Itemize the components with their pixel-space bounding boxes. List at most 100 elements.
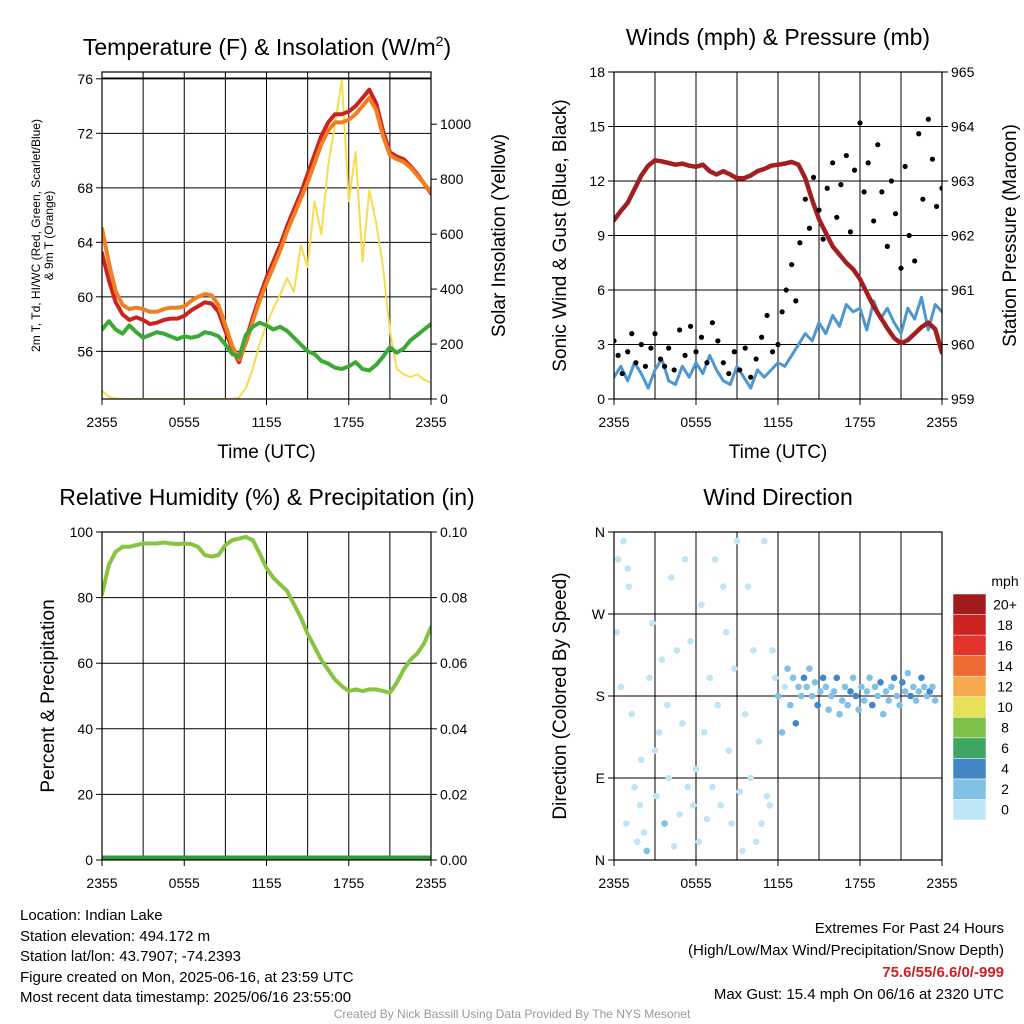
gust-point [614, 338, 617, 344]
gust-point [906, 232, 912, 239]
legend-label: 6 [1001, 740, 1009, 756]
direction-point [931, 697, 939, 704]
gust-point [884, 243, 890, 249]
station-latlon: Station lat/lon: 43.7907; -74.2393 [20, 948, 242, 965]
station-info: Location: Indian Lake Station elevation:… [20, 906, 354, 1009]
chart-title: Temperature (F) & Insolation (W/m2) [83, 33, 451, 60]
direction-point [808, 692, 816, 700]
direction-point [784, 665, 791, 672]
direction-point [628, 710, 636, 718]
gust-point [693, 349, 699, 355]
direction-point [838, 697, 846, 704]
y2-tick-label: 965 [951, 64, 975, 80]
direction-point [687, 638, 694, 645]
direction-point [711, 556, 719, 563]
gust-point [820, 236, 826, 242]
gust-point [802, 196, 808, 202]
direction-point [755, 738, 763, 745]
direction-point [653, 792, 660, 800]
y2-tick-label: 959 [951, 391, 975, 407]
y-axis-label: Sonic Wind & Gust (Blue, Black) [550, 99, 571, 371]
direction-point [700, 729, 708, 736]
x-tick-label: 0555 [169, 875, 200, 891]
direction-point [736, 788, 744, 795]
direction-point [717, 802, 724, 809]
direction-point [896, 701, 903, 709]
extremes-panel: Extremes For Past 24 Hours (High/Low/Max… [688, 918, 1004, 1006]
direction-point [836, 710, 843, 718]
y-tick-label: 100 [70, 524, 94, 540]
direction-point [847, 688, 854, 695]
direction-point [614, 628, 621, 636]
direction-point [766, 802, 774, 809]
y2-tick-label: 0.08 [440, 590, 467, 606]
station-elevation: Station elevation: 494.172 m [20, 927, 211, 945]
direction-point [720, 583, 727, 590]
direction-point [877, 679, 884, 686]
extremes-title: Extremes For Past 24 Hours [814, 920, 1004, 937]
gust-point [929, 156, 936, 162]
gust-point [916, 131, 922, 137]
direction-point [849, 674, 857, 682]
legend-label: 12 [997, 678, 1013, 694]
direction-point [904, 669, 912, 677]
direction-point [681, 556, 689, 563]
direction-point [769, 647, 776, 654]
legend-label: 20+ [993, 596, 1017, 612]
direction-point [665, 774, 672, 782]
y-tick-label: 80 [77, 590, 93, 606]
y2-tick-label: 600 [440, 226, 464, 242]
direction-point [789, 674, 797, 682]
y-tick-label: 68 [77, 180, 93, 196]
y-axis-label: Percent & Precipitation [38, 599, 59, 792]
direction-point [638, 756, 645, 764]
gust-point [775, 341, 781, 348]
direction-point [643, 847, 651, 855]
direction-point [874, 692, 882, 700]
direction-point [625, 583, 633, 590]
gust-point [797, 240, 803, 246]
direction-point [819, 674, 827, 682]
direction-point [651, 747, 659, 754]
gust-point [638, 341, 644, 348]
chart-title-main: Temperature (F) & Insolation (W/m [83, 34, 436, 60]
y-tick-label: 20 [77, 786, 93, 802]
direction-point [795, 683, 802, 691]
legend-swatch [952, 696, 987, 718]
gust-point [704, 360, 710, 366]
y-tick-label: 18 [589, 64, 605, 80]
x-tick-label: 0555 [680, 875, 711, 891]
x-tick-label: 1755 [333, 875, 364, 891]
y2-tick-label: 400 [440, 281, 464, 297]
direction-point [825, 706, 832, 713]
plot-area [102, 79, 431, 399]
y-tick-label: 0 [597, 391, 605, 407]
y-tick-label: 12 [589, 173, 605, 189]
gust-point [633, 360, 639, 366]
direction-point [633, 838, 641, 846]
y-axis-label: & 9m T (Orange) [42, 191, 56, 281]
y-axis-label: 2m T, Td, HI/WC (Red, Green, Scarlet/Blu… [29, 119, 43, 352]
gust-point [753, 356, 759, 362]
direction-point [752, 838, 760, 846]
gust-point [834, 214, 840, 220]
y2-tick-label: 0 [440, 391, 448, 407]
gust-point [857, 120, 863, 126]
legend-label: 0 [1001, 802, 1009, 818]
series-line-relative-humidity [102, 534, 431, 695]
direction-point [698, 601, 705, 609]
legend-label: 8 [1001, 720, 1009, 736]
gust-point [657, 356, 664, 362]
x-tick-label: 1155 [251, 875, 281, 891]
direction-point [664, 701, 671, 709]
plot-area [614, 537, 939, 855]
legend-swatch [952, 717, 987, 739]
series-line-sonic-wind [614, 295, 942, 390]
direction-point [763, 792, 771, 800]
x-axis-label: Time (UTC) [217, 442, 316, 463]
gust-point [783, 287, 789, 293]
series-line-station-pressure [614, 158, 942, 355]
gust-point [861, 189, 867, 195]
x-tick-label: 1755 [333, 414, 364, 430]
